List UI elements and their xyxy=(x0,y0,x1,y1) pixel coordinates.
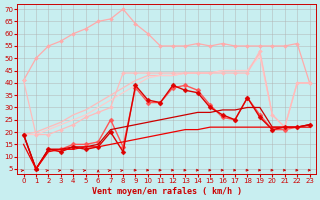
X-axis label: Vent moyen/en rafales ( km/h ): Vent moyen/en rafales ( km/h ) xyxy=(92,187,242,196)
